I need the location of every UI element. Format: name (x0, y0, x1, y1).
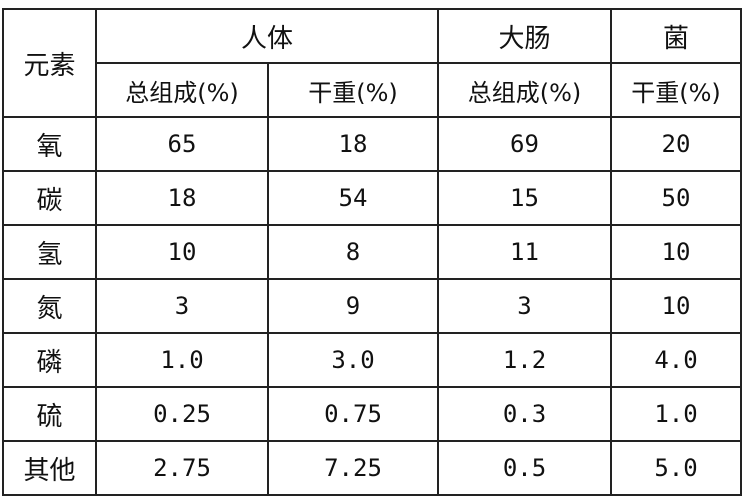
value-cell: 15 (437, 170, 612, 226)
element-name-cell: 氮 (2, 278, 97, 334)
value-cell: 3.0 (267, 332, 439, 388)
value-cell: 50 (610, 170, 742, 226)
header-bacteria: 菌 (610, 8, 742, 64)
value-cell: 4.0 (610, 332, 742, 388)
value-cell: 11 (437, 224, 612, 280)
value-cell: 0.75 (267, 386, 439, 442)
value-cell: 20 (610, 116, 742, 172)
value-cell: 7.25 (267, 440, 439, 496)
table-row: 硫 0.25 0.75 0.3 1.0 (2, 386, 742, 442)
element-name-cell: 磷 (2, 332, 97, 388)
header-row: 元素 人体 大肠 菌 (2, 8, 742, 118)
table-row: 氧 65 18 69 20 (2, 116, 742, 172)
table-row: 磷 1.0 3.0 1.2 4.0 (2, 332, 742, 388)
subheader-dry: 干重(%) (267, 62, 439, 118)
value-cell: 69 (437, 116, 612, 172)
table-row: 碳 18 54 15 50 (2, 170, 742, 226)
header-colon: 大肠 (437, 8, 612, 64)
value-cell: 2.75 (95, 440, 269, 496)
value-cell: 1.0 (610, 386, 742, 442)
value-cell: 18 (267, 116, 439, 172)
element-name-cell: 其他 (2, 440, 97, 496)
value-cell: 9 (267, 278, 439, 334)
value-cell: 10 (95, 224, 269, 280)
value-cell: 65 (95, 116, 269, 172)
table-row: 氮 3 9 3 10 (2, 278, 742, 334)
element-name-cell: 氧 (2, 116, 97, 172)
value-cell: 3 (437, 278, 612, 334)
header-element: 元素 (2, 8, 97, 118)
value-cell: 1.0 (95, 332, 269, 388)
value-cell: 54 (267, 170, 439, 226)
table-row: 氢 10 8 11 10 (2, 224, 742, 280)
subheader-row: 总组成(%) 干重(%) 总组成(%) 干重(%) (3, 62, 742, 118)
subheader-total: 总组成(%) (437, 62, 612, 118)
value-cell: 8 (267, 224, 439, 280)
value-cell: 0.25 (95, 386, 269, 442)
value-cell: 5.0 (610, 440, 742, 496)
value-cell: 10 (610, 278, 742, 334)
element-name-cell: 硫 (2, 386, 97, 442)
value-cell: 3 (95, 278, 269, 334)
value-cell: 1.2 (437, 332, 612, 388)
element-composition-table: 元素 人体 大肠 菌 总组成(%) 干重(%) 总组成(%) 干重(%) 氧 65… (2, 8, 742, 496)
table-row: 其他 2.75 7.25 0.5 5.0 (2, 440, 742, 496)
value-cell: 0.5 (437, 440, 612, 496)
subheader-total: 总组成(%) (95, 62, 269, 118)
value-cell: 0.3 (437, 386, 612, 442)
value-cell: 10 (610, 224, 742, 280)
element-name-cell: 碳 (2, 170, 97, 226)
header-human: 人体 (95, 8, 439, 64)
element-name-cell: 氢 (2, 224, 97, 280)
value-cell: 18 (95, 170, 269, 226)
subheader-dry: 干重(%) (610, 62, 742, 118)
